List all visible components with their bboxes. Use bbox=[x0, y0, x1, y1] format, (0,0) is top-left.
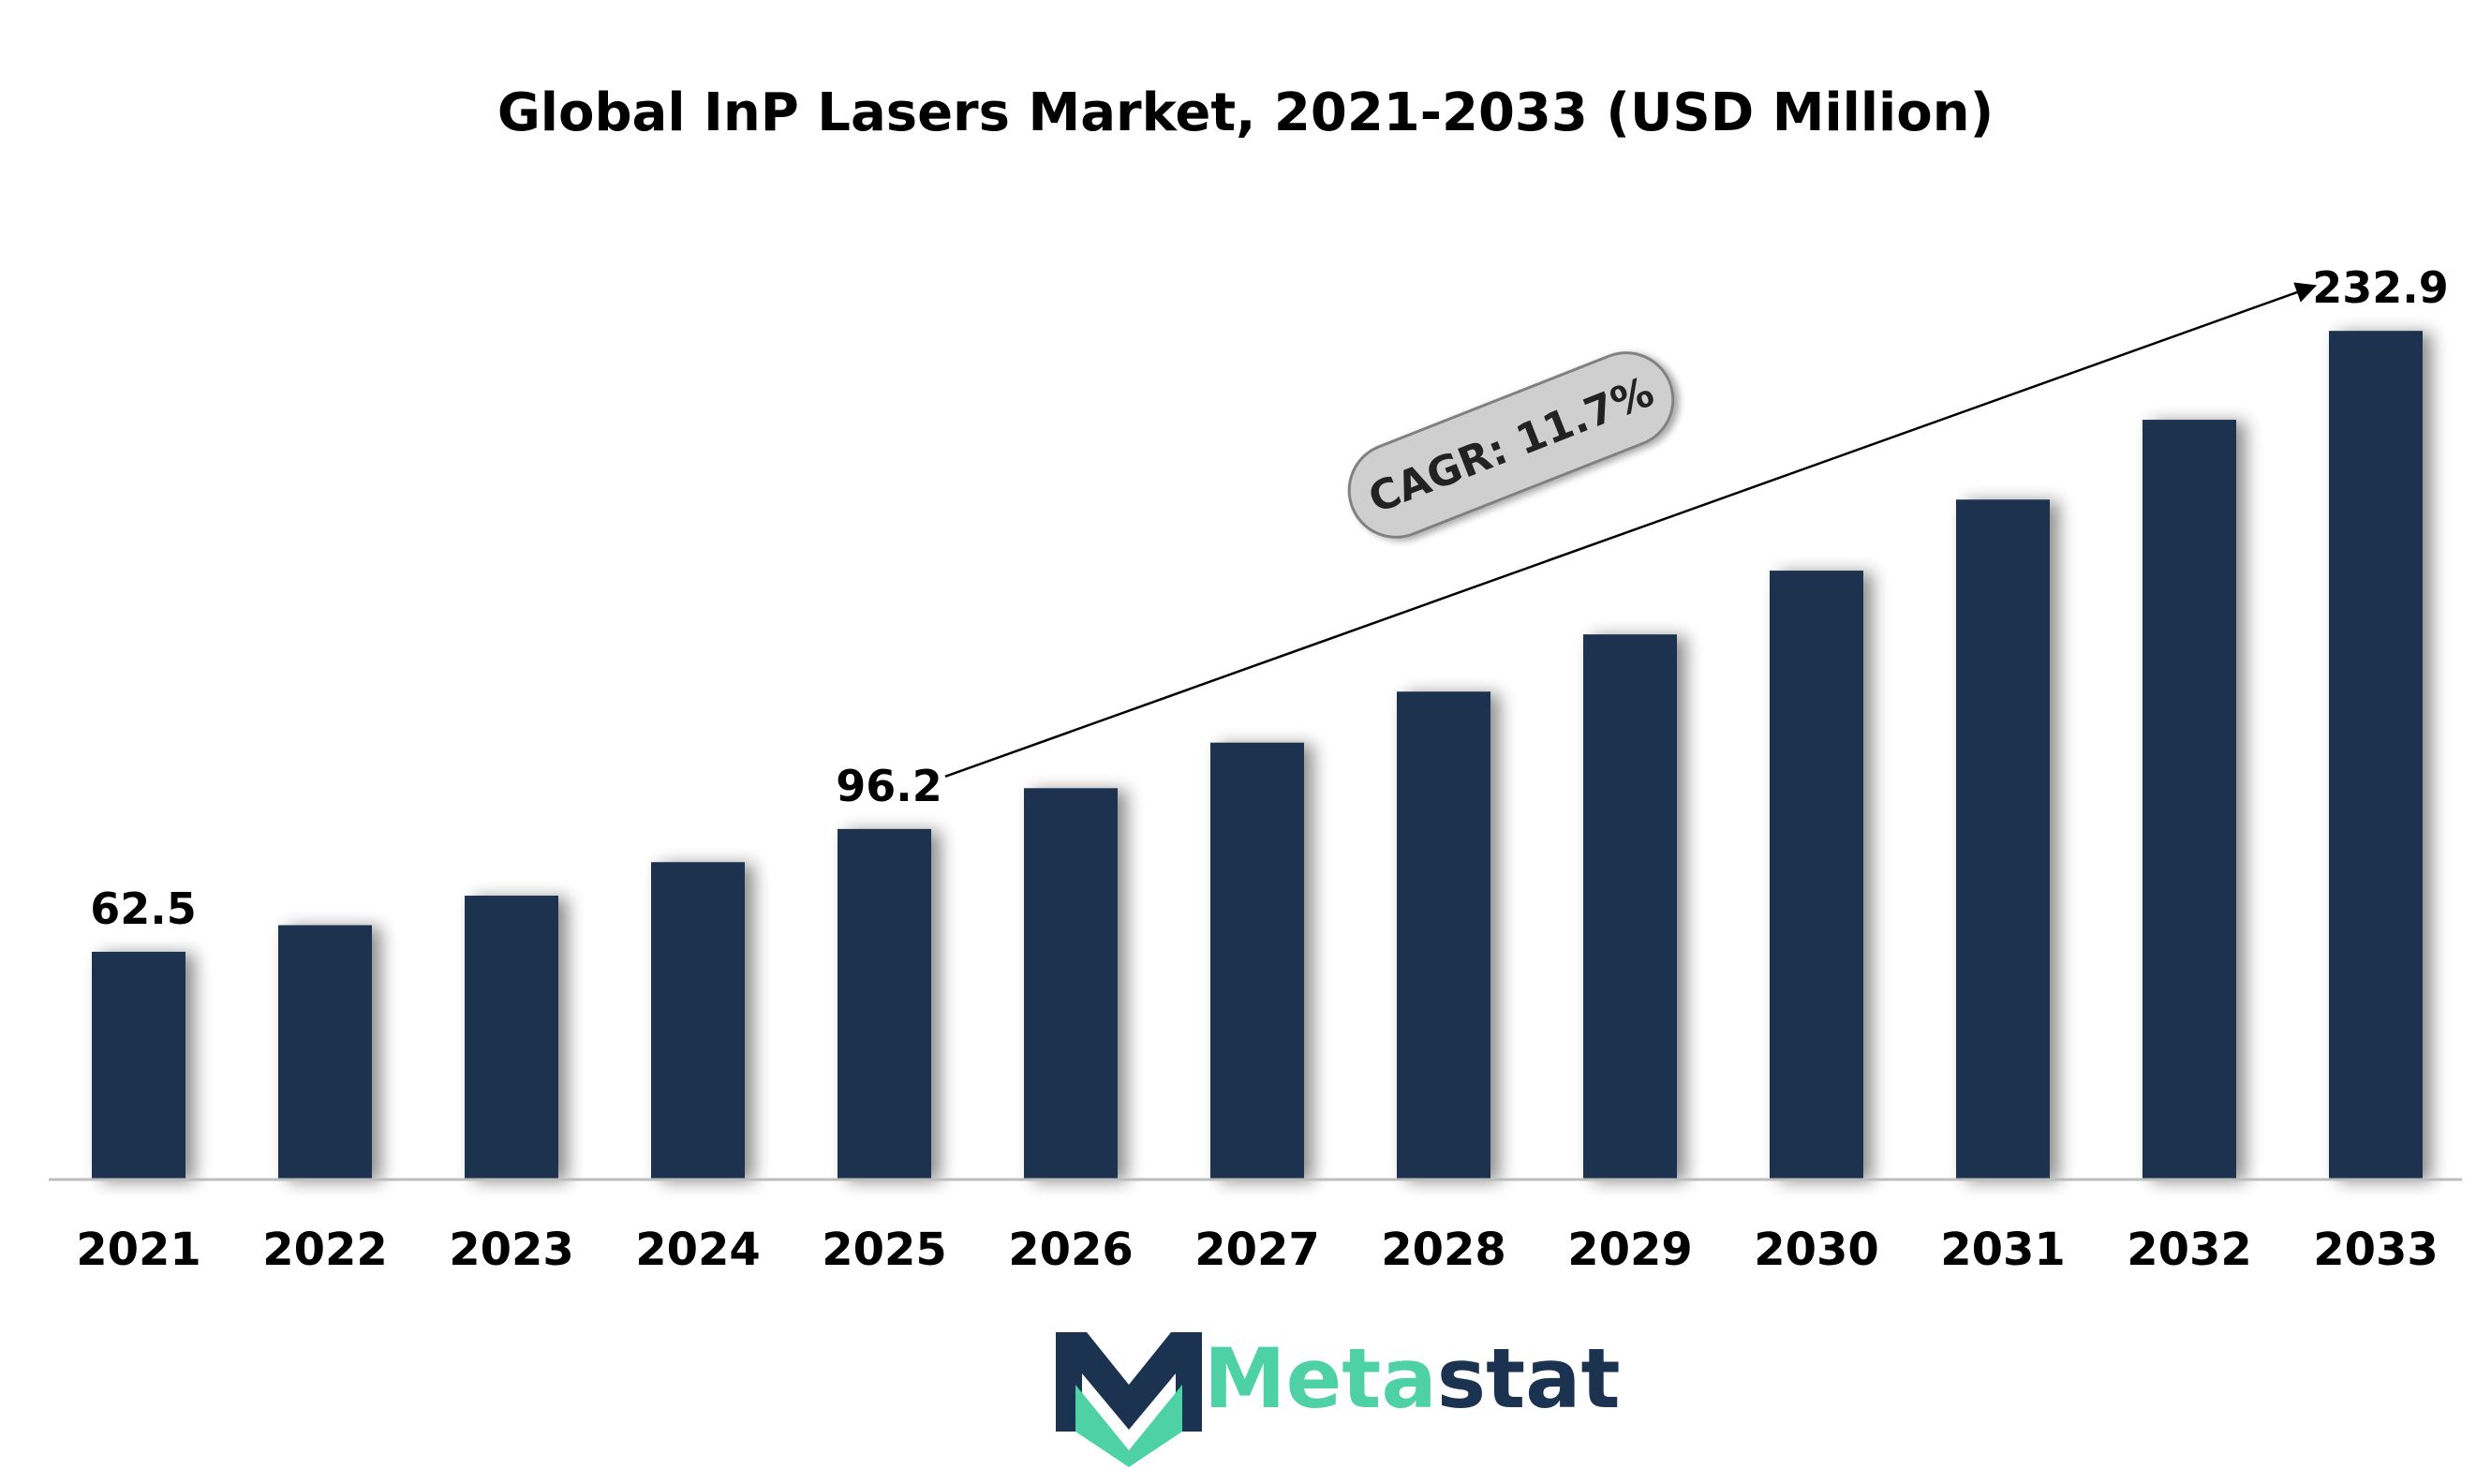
bar-2024 bbox=[651, 862, 745, 1180]
bar-2021 bbox=[92, 951, 185, 1180]
bar-2023 bbox=[465, 896, 558, 1180]
chart-title: Global InP Lasers Market, 2021-2033 (USD… bbox=[497, 82, 1994, 143]
data-label-2033: 232.9 bbox=[2312, 262, 2449, 313]
data-label-2025: 96.2 bbox=[836, 761, 942, 811]
x-tick-2023: 2023 bbox=[449, 1224, 574, 1276]
bar-2026 bbox=[1024, 788, 1118, 1180]
logo-text-meta: Meta bbox=[1204, 1330, 1437, 1427]
x-tick-2024: 2024 bbox=[635, 1224, 761, 1276]
logo-mark-accent bbox=[1075, 1385, 1182, 1467]
x-tick-2031: 2031 bbox=[1940, 1224, 2066, 1276]
svg-text:Metastat: Metastat bbox=[1204, 1330, 1621, 1427]
x-tick-2033: 2033 bbox=[2313, 1224, 2439, 1276]
x-tick-2022: 2022 bbox=[262, 1224, 388, 1276]
x-tick-2028: 2028 bbox=[1381, 1224, 1506, 1276]
bar-2031 bbox=[1956, 499, 2050, 1180]
bar-2029 bbox=[1583, 634, 1677, 1180]
x-tick-2032: 2032 bbox=[2127, 1224, 2252, 1276]
tick-labels: 2021 2022 2023 2024 2025 2026 2027 2028 2029 2030… bbox=[76, 1224, 2439, 1276]
x-tick-2027: 2027 bbox=[1194, 1224, 1320, 1276]
cagr-badge: CAGR: 11.7% bbox=[1347, 351, 1675, 539]
logo-text-stat: stat bbox=[1437, 1330, 1621, 1427]
bar-2025 bbox=[838, 828, 931, 1180]
x-tick-2029: 2029 bbox=[1567, 1224, 1693, 1276]
bar-2027 bbox=[1210, 742, 1304, 1180]
bars-layer bbox=[92, 331, 2423, 1180]
data-label-2021: 62.5 bbox=[90, 883, 197, 934]
bar-2032 bbox=[2143, 420, 2236, 1180]
x-tick-2025: 2025 bbox=[822, 1224, 947, 1276]
bar-2028 bbox=[1397, 691, 1490, 1180]
metastat-logo: Metastat bbox=[1056, 1330, 1621, 1467]
data-labels: 62.5 96.2 232.9 bbox=[90, 262, 2449, 934]
cagr-arrow bbox=[944, 282, 2318, 779]
logo-mark-dark bbox=[1056, 1332, 1202, 1432]
x-tick-2030: 2030 bbox=[1754, 1224, 1879, 1276]
bar-2033 bbox=[2329, 331, 2423, 1180]
x-tick-2021: 2021 bbox=[76, 1224, 201, 1276]
x-tick-2026: 2026 bbox=[1008, 1224, 1134, 1276]
bar-2030 bbox=[1770, 571, 1863, 1180]
bar-2022 bbox=[278, 925, 372, 1180]
